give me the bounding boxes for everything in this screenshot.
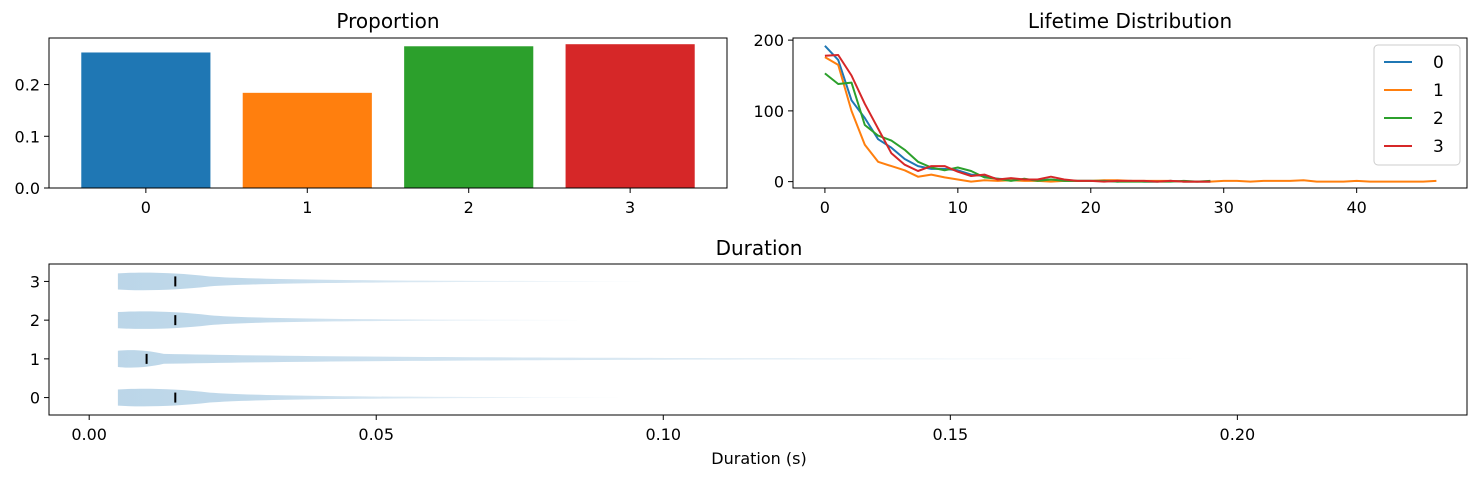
lifetime-x-tick-label: 30 [1214,198,1234,217]
duration-violin-chart: Duration 0 1 2 3 0.00 0.05 0.10 0.15 0.20 Durati… [30,236,1468,468]
lifetime-y-tick-label: 200 [753,31,784,50]
duration-x-tick-label: 0.00 [71,425,107,444]
proportion-x-tick-label: 3 [625,198,635,217]
proportion-y-tick-label: 0.2 [15,76,40,95]
duration-x-axis-label: Duration (s) [711,449,806,468]
proportion-x-tick-label: 0 [141,198,151,217]
duration-x-tick-label: 0.15 [933,425,969,444]
bar-0 [81,52,211,188]
lifetime-y-tick-label: 100 [753,102,784,121]
duration-y-tick-label: 3 [30,272,40,291]
proportion-y-tick-label: 0.0 [15,179,40,198]
duration-y-tick-label: 1 [30,350,40,369]
violin-body-3 [117,272,641,291]
lifetime-x-tick-label: 0 [820,198,830,217]
duration-x-tick-label: 0.10 [645,425,681,444]
proportion-y-tick-label: 0.1 [15,127,40,146]
bar-2 [404,46,534,188]
violin-body-0 [117,388,618,407]
lifetime-series-line-0 [824,45,1211,183]
lifetime-x-tick-label: 10 [948,198,968,217]
duration-chart-title: Duration [716,236,803,260]
lifetime-legend-label-3: 3 [1433,137,1444,157]
lifetime-x-tick-label: 20 [1081,198,1101,217]
bar-1 [242,92,372,188]
proportion-chart-title: Proportion [336,9,439,33]
duration-y-tick-label: 0 [30,389,40,408]
lifetime-series-line-1 [824,56,1437,183]
lifetime-legend-label-1: 1 [1433,81,1444,101]
lifetime-legend-box [1373,44,1461,166]
proportion-x-tick-label: 1 [302,198,312,217]
lifetime-x-tick-label: 40 [1346,198,1366,217]
proportion-bar-chart: Proportion 0.0 0.1 0.2 0 1 2 3 [15,9,728,217]
lifetime-legend: 0 1 2 3 [1373,44,1461,166]
lifetime-legend-label-2: 2 [1433,109,1444,129]
duration-x-tick-label: 0.05 [358,425,394,444]
duration-x-tick-label: 0.20 [1220,425,1256,444]
lifetime-series-line-3 [824,54,1211,183]
lifetime-y-tick-label: 0 [774,173,784,192]
violin-body-2 [117,311,578,329]
lifetime-series-line-2 [824,72,1211,183]
lifetime-legend-label-0: 0 [1433,53,1444,73]
duration-plot-frame [48,263,1468,416]
lifetime-plot-frame [792,37,1468,189]
violin-body-1 [117,350,1192,368]
proportion-plot-frame [48,37,728,189]
bar-3 [565,44,695,189]
lifetime-chart-title: Lifetime Distribution [1028,9,1232,33]
proportion-x-tick-label: 2 [464,198,474,217]
duration-y-tick-label: 2 [30,311,40,330]
